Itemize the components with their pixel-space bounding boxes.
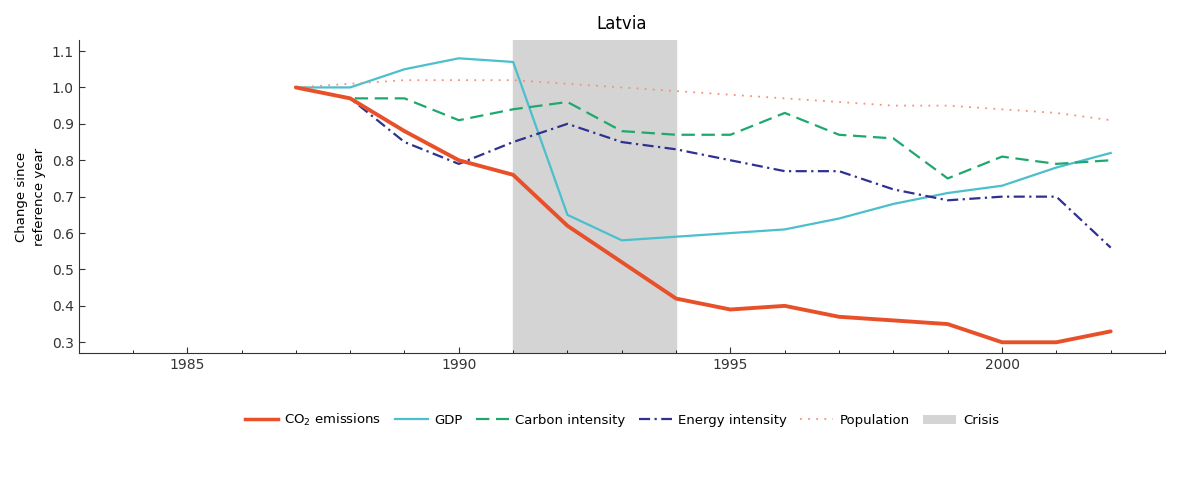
Legend: CO$_2$ emissions, GDP, Carbon intensity, Energy intensity, Population, Crisis: CO$_2$ emissions, GDP, Carbon intensity,…	[240, 407, 1004, 434]
Y-axis label: Change since
reference year: Change since reference year	[15, 148, 46, 246]
Bar	[513, 40, 676, 353]
Title: Latvia: Latvia	[597, 15, 647, 33]
